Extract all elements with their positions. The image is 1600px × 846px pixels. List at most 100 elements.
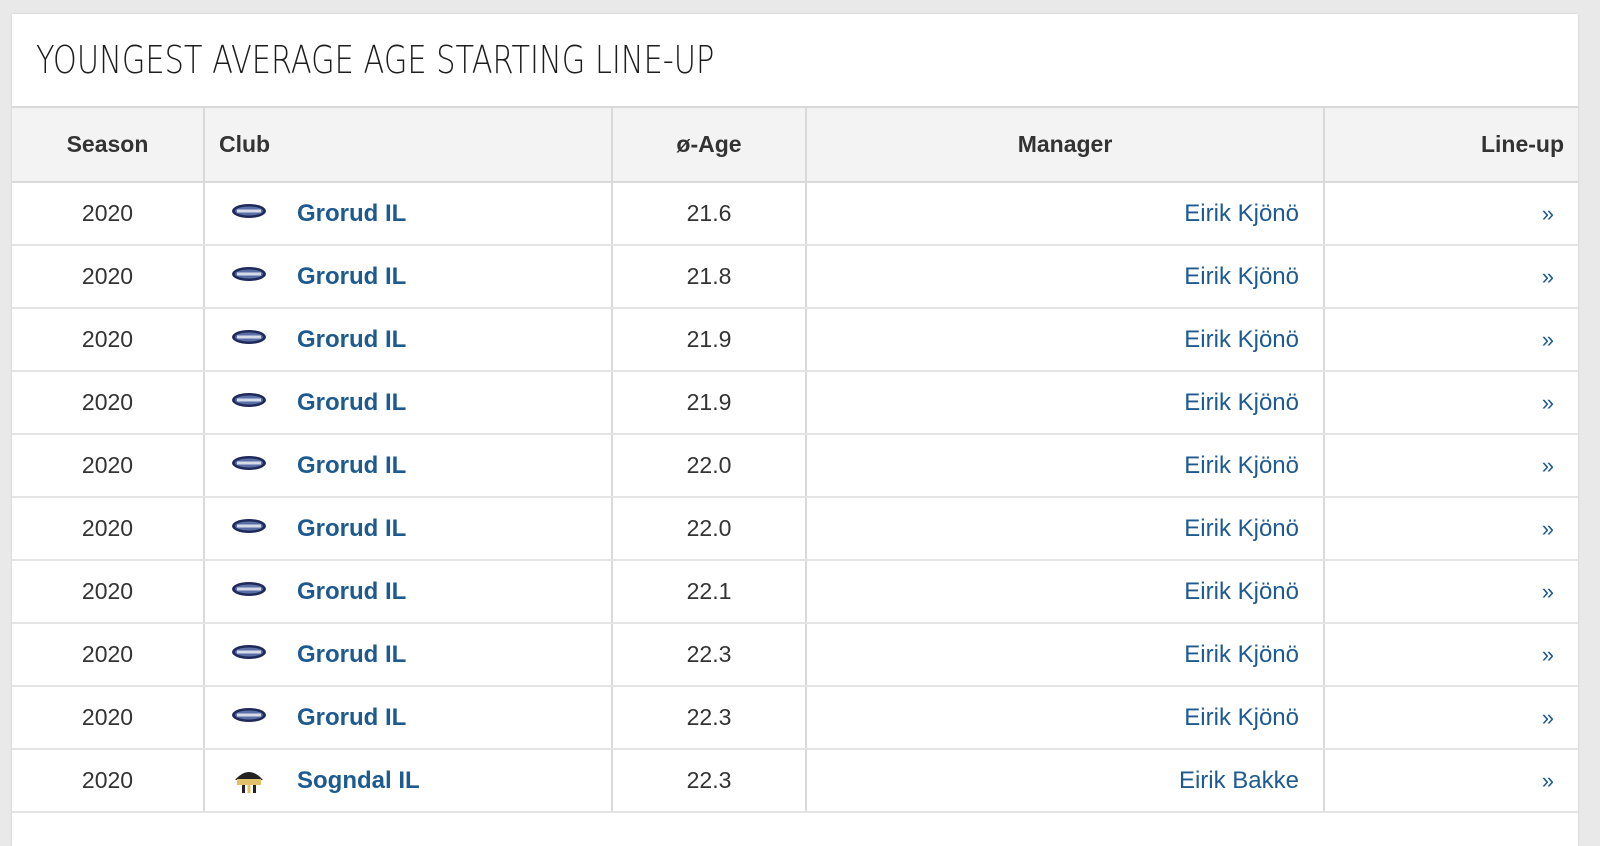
lineup-link[interactable]: »: [1541, 201, 1554, 226]
panel-title: YOUNGEST AVERAGE AGE STARTING LINE-UP: [36, 38, 715, 82]
age-cell: 21.9: [612, 371, 807, 435]
season-cell: 2020: [12, 497, 205, 561]
manager-link[interactable]: Eirik Kjönö: [1184, 703, 1299, 731]
lineup-link[interactable]: »: [1541, 768, 1554, 793]
grorud-crest-icon[interactable]: [231, 640, 267, 670]
table-row: 2020 Grorud IL 22.3 Eirik Kjönö »: [12, 623, 1578, 687]
lineup-link[interactable]: »: [1541, 705, 1554, 730]
age-value: 21.9: [686, 389, 732, 415]
manager-cell: Eirik Kjönö: [806, 371, 1325, 435]
lineup-cell: »: [1324, 497, 1578, 561]
column-header-lineup[interactable]: Line-up: [1324, 108, 1578, 183]
manager-cell: Eirik Kjönö: [806, 686, 1325, 750]
column-header-manager[interactable]: Manager: [806, 108, 1325, 183]
sogndal-crest-icon[interactable]: [231, 766, 267, 796]
panel-header: YOUNGEST AVERAGE AGE STARTING LINE-UP: [12, 14, 1578, 108]
club-link[interactable]: Grorud IL: [297, 640, 407, 668]
manager-cell: Eirik Kjönö: [806, 623, 1325, 687]
manager-cell: Eirik Kjönö: [806, 497, 1325, 561]
season-value: 2020: [81, 641, 134, 667]
club-link[interactable]: Grorud IL: [297, 703, 407, 731]
lineup-link[interactable]: »: [1541, 516, 1554, 541]
club-cell: Grorud IL: [204, 308, 613, 372]
lineup-link[interactable]: »: [1541, 264, 1554, 289]
club-cell: Grorud IL: [204, 560, 613, 624]
lineup-link[interactable]: »: [1541, 453, 1554, 478]
lineup-cell: »: [1324, 245, 1578, 309]
age-cell: 21.9: [612, 308, 807, 372]
season-value: 2020: [81, 326, 134, 352]
club-cell: Sogndal IL: [204, 749, 613, 813]
lineup-cell: »: [1324, 308, 1578, 372]
grorud-crest-icon[interactable]: [231, 199, 267, 229]
club-link[interactable]: Grorud IL: [297, 577, 407, 605]
club-link[interactable]: Grorud IL: [297, 325, 407, 353]
manager-link[interactable]: Eirik Kjönö: [1184, 640, 1299, 668]
lineup-cell: »: [1324, 371, 1578, 435]
season-value: 2020: [81, 515, 134, 541]
age-value: 22.3: [686, 641, 732, 667]
manager-link[interactable]: Eirik Kjönö: [1184, 388, 1299, 416]
manager-cell: Eirik Kjönö: [806, 308, 1325, 372]
season-value: 2020: [81, 200, 134, 226]
grorud-crest-icon[interactable]: [231, 703, 267, 733]
season-cell: 2020: [12, 182, 205, 246]
club-link[interactable]: Sogndal IL: [297, 766, 420, 794]
age-value: 22.0: [686, 515, 732, 541]
season-cell: 2020: [12, 371, 205, 435]
lineup-link[interactable]: »: [1541, 327, 1554, 352]
lineup-cell: »: [1324, 560, 1578, 624]
grorud-crest-icon[interactable]: [231, 388, 267, 418]
lineup-table: Season Club ø-Age Manager Line-up 2020 G…: [12, 108, 1578, 813]
grorud-crest-icon[interactable]: [231, 325, 267, 355]
grorud-crest-icon[interactable]: [231, 577, 267, 607]
lineup-cell: »: [1324, 749, 1578, 813]
grorud-crest-icon[interactable]: [231, 451, 267, 481]
club-cell: Grorud IL: [204, 623, 613, 687]
manager-link[interactable]: Eirik Kjönö: [1184, 451, 1299, 479]
season-value: 2020: [81, 704, 134, 730]
season-value: 2020: [81, 578, 134, 604]
lineup-link[interactable]: »: [1541, 642, 1554, 667]
manager-cell: Eirik Kjönö: [806, 434, 1325, 498]
table-row: 2020 Grorud IL 22.3 Eirik Kjönö »: [12, 686, 1578, 750]
manager-link[interactable]: Eirik Kjönö: [1184, 262, 1299, 290]
club-link[interactable]: Grorud IL: [297, 262, 407, 290]
manager-link[interactable]: Eirik Bakke: [1178, 766, 1299, 794]
season-cell: 2020: [12, 686, 205, 750]
table-row: 2020 Grorud IL 21.6 Eirik Kjönö »: [12, 182, 1578, 246]
column-header-season[interactable]: Season: [12, 108, 205, 183]
age-cell: 22.3: [612, 749, 807, 813]
manager-link[interactable]: Eirik Kjönö: [1184, 514, 1299, 542]
club-link[interactable]: Grorud IL: [297, 388, 407, 416]
age-value: 22.0: [686, 452, 732, 478]
club-link[interactable]: Grorud IL: [297, 514, 407, 542]
age-cell: 22.0: [612, 497, 807, 561]
table-row: 2020 Grorud IL 21.8 Eirik Kjönö »: [12, 245, 1578, 309]
lineup-cell: »: [1324, 623, 1578, 687]
lineup-cell: »: [1324, 434, 1578, 498]
lineup-cell: »: [1324, 686, 1578, 750]
manager-cell: Eirik Kjönö: [806, 182, 1325, 246]
manager-link[interactable]: Eirik Kjönö: [1184, 325, 1299, 353]
table-row: 2020 Grorud IL 21.9 Eirik Kjönö »: [12, 308, 1578, 372]
season-cell: 2020: [12, 623, 205, 687]
age-value: 22.1: [686, 578, 732, 604]
grorud-crest-icon[interactable]: [231, 262, 267, 292]
column-header-age[interactable]: ø-Age: [612, 108, 807, 183]
lineup-link[interactable]: »: [1541, 390, 1554, 415]
age-cell: 22.3: [612, 623, 807, 687]
season-value: 2020: [81, 767, 134, 793]
club-link[interactable]: Grorud IL: [297, 451, 407, 479]
lineup-link[interactable]: »: [1541, 579, 1554, 604]
season-value: 2020: [81, 452, 134, 478]
grorud-crest-icon[interactable]: [231, 514, 267, 544]
manager-link[interactable]: Eirik Kjönö: [1184, 577, 1299, 605]
column-header-club[interactable]: Club: [204, 108, 613, 183]
manager-link[interactable]: Eirik Kjönö: [1184, 199, 1299, 227]
club-link[interactable]: Grorud IL: [297, 199, 407, 227]
manager-cell: Eirik Kjönö: [806, 245, 1325, 309]
club-cell: Grorud IL: [204, 434, 613, 498]
lineup-cell: »: [1324, 182, 1578, 246]
youngest-lineup-panel: YOUNGEST AVERAGE AGE STARTING LINE-UP Se…: [12, 14, 1578, 846]
